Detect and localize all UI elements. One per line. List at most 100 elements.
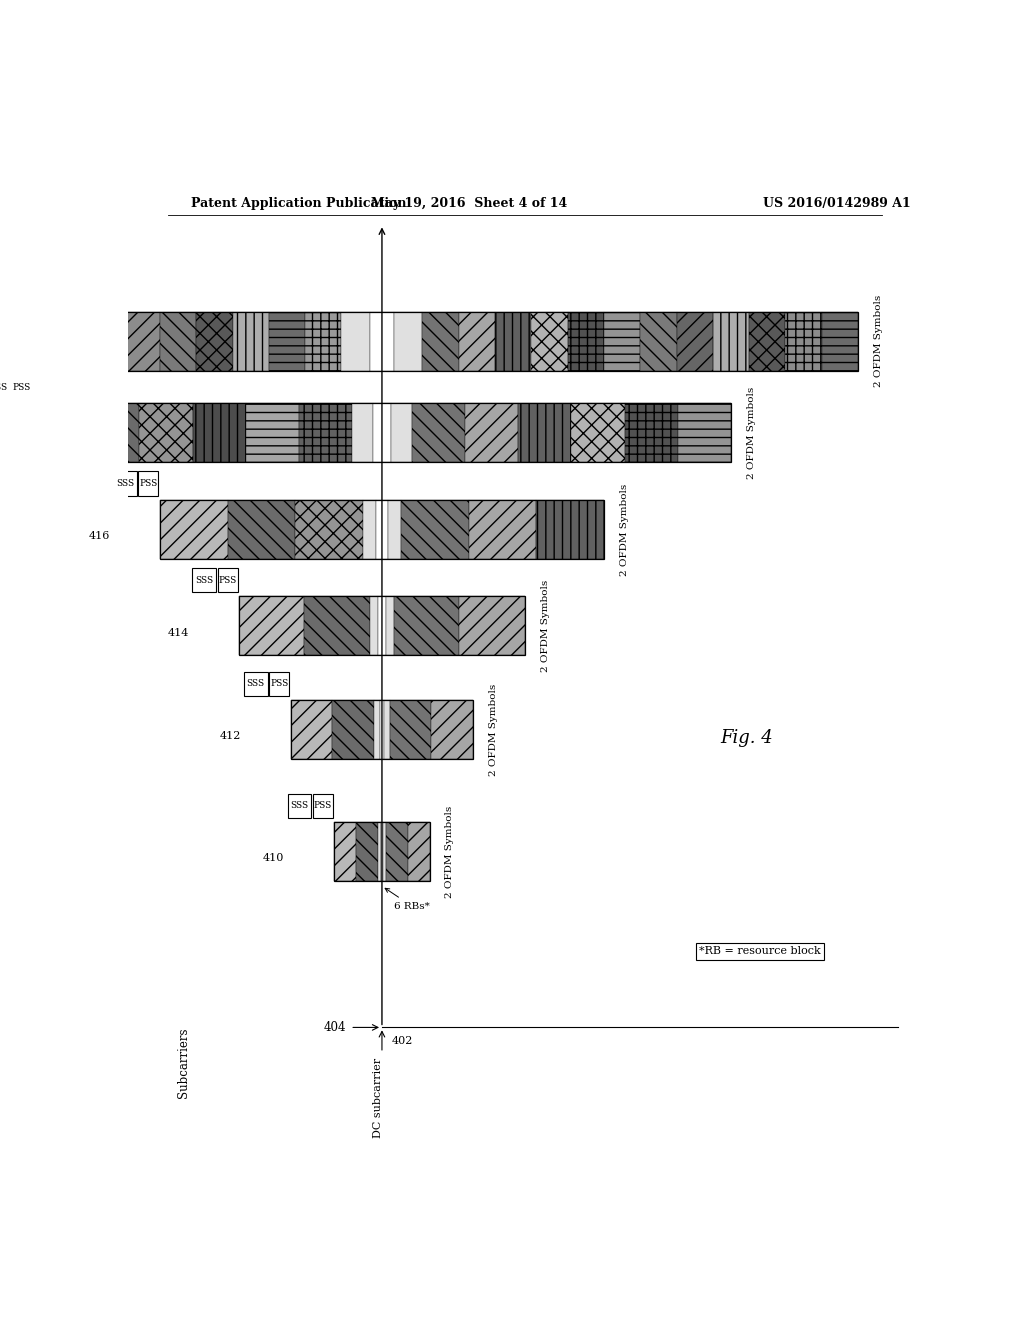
Bar — [33, 404, 86, 462]
Bar — [87, 312, 124, 371]
Bar — [333, 700, 374, 759]
Text: SSS: SSS — [196, 576, 213, 585]
Bar — [352, 404, 373, 462]
Bar — [227, 500, 295, 558]
Bar — [640, 312, 677, 371]
Text: 2 OFDM Symbols: 2 OFDM Symbols — [489, 684, 498, 776]
Bar — [785, 312, 822, 371]
Bar — [193, 568, 216, 593]
Text: Patent Application Publication: Patent Application Publication — [191, 197, 407, 210]
Bar — [379, 597, 385, 656]
Bar — [232, 312, 269, 371]
Bar — [51, 312, 87, 371]
Bar — [244, 672, 267, 696]
Bar — [11, 375, 31, 399]
Bar — [124, 312, 160, 371]
Text: 2 OFDM Symbols: 2 OFDM Symbols — [445, 805, 455, 898]
Bar — [537, 500, 604, 558]
Bar — [240, 597, 524, 656]
Bar — [341, 312, 370, 371]
Bar — [459, 312, 495, 371]
Text: SSS: SSS — [0, 383, 7, 392]
Bar — [531, 312, 567, 371]
Bar — [334, 822, 356, 880]
Bar — [0, 312, 858, 371]
Bar — [374, 700, 380, 759]
Text: 416: 416 — [88, 531, 110, 541]
Bar — [305, 312, 341, 371]
Text: SSS: SSS — [116, 479, 134, 488]
Text: 414: 414 — [168, 628, 189, 638]
Bar — [0, 312, 14, 371]
Bar — [431, 700, 473, 759]
Bar — [14, 312, 51, 371]
Bar — [394, 312, 423, 371]
Text: PSS: PSS — [313, 801, 332, 810]
Bar — [380, 700, 384, 759]
Bar — [571, 404, 625, 462]
Bar — [246, 404, 299, 462]
Bar — [385, 597, 394, 656]
Bar — [465, 404, 518, 462]
Text: 2 OFDM Symbols: 2 OFDM Symbols — [748, 387, 756, 479]
Bar — [356, 822, 378, 880]
Bar — [460, 597, 524, 656]
Bar — [370, 312, 394, 371]
Bar — [160, 500, 227, 558]
Bar — [240, 597, 304, 656]
Bar — [678, 404, 731, 462]
Text: 6 RBs*: 6 RBs* — [385, 888, 430, 911]
Bar — [391, 404, 412, 462]
Bar — [334, 822, 430, 880]
Bar — [750, 312, 785, 371]
Text: *RB = resource block: *RB = resource block — [699, 946, 821, 956]
Text: SSS: SSS — [291, 801, 308, 810]
Bar — [387, 500, 400, 558]
Bar — [113, 471, 137, 496]
Text: Fig. 4: Fig. 4 — [721, 729, 773, 747]
Text: PSS: PSS — [12, 383, 31, 392]
Bar — [33, 404, 731, 462]
Bar — [383, 822, 386, 880]
Bar — [160, 500, 604, 558]
Bar — [394, 597, 460, 656]
Text: PSS: PSS — [270, 680, 289, 688]
Bar — [400, 500, 469, 558]
Text: PSS: PSS — [139, 479, 158, 488]
Bar — [408, 822, 430, 880]
Bar — [567, 312, 604, 371]
Bar — [0, 375, 10, 399]
Bar — [288, 793, 311, 818]
Bar — [423, 312, 459, 371]
Bar — [364, 500, 377, 558]
Bar — [377, 500, 387, 558]
Bar — [291, 700, 333, 759]
Bar — [218, 568, 238, 593]
Text: May 19, 2016  Sheet 4 of 14: May 19, 2016 Sheet 4 of 14 — [371, 197, 567, 210]
Text: DC subcarrier: DC subcarrier — [373, 1057, 383, 1138]
Bar — [138, 471, 158, 496]
Bar — [381, 822, 383, 880]
Bar — [295, 500, 364, 558]
Bar — [370, 597, 379, 656]
Bar — [313, 793, 333, 818]
Bar — [386, 822, 408, 880]
Bar — [822, 312, 858, 371]
Bar — [677, 312, 713, 371]
Bar — [469, 500, 537, 558]
Bar — [269, 312, 305, 371]
Text: 404: 404 — [324, 1020, 346, 1034]
Bar — [625, 404, 678, 462]
Bar — [86, 404, 139, 462]
Text: 412: 412 — [219, 731, 241, 742]
Bar — [269, 672, 289, 696]
Bar — [193, 404, 246, 462]
Bar — [713, 312, 750, 371]
Bar — [390, 700, 431, 759]
Text: 2 OFDM Symbols: 2 OFDM Symbols — [541, 579, 550, 672]
Bar — [384, 700, 390, 759]
Text: Subcarriers: Subcarriers — [177, 1027, 190, 1098]
Bar — [378, 822, 381, 880]
Text: US 2016/0142989 A1: US 2016/0142989 A1 — [763, 197, 910, 210]
Text: 402: 402 — [391, 1036, 413, 1045]
